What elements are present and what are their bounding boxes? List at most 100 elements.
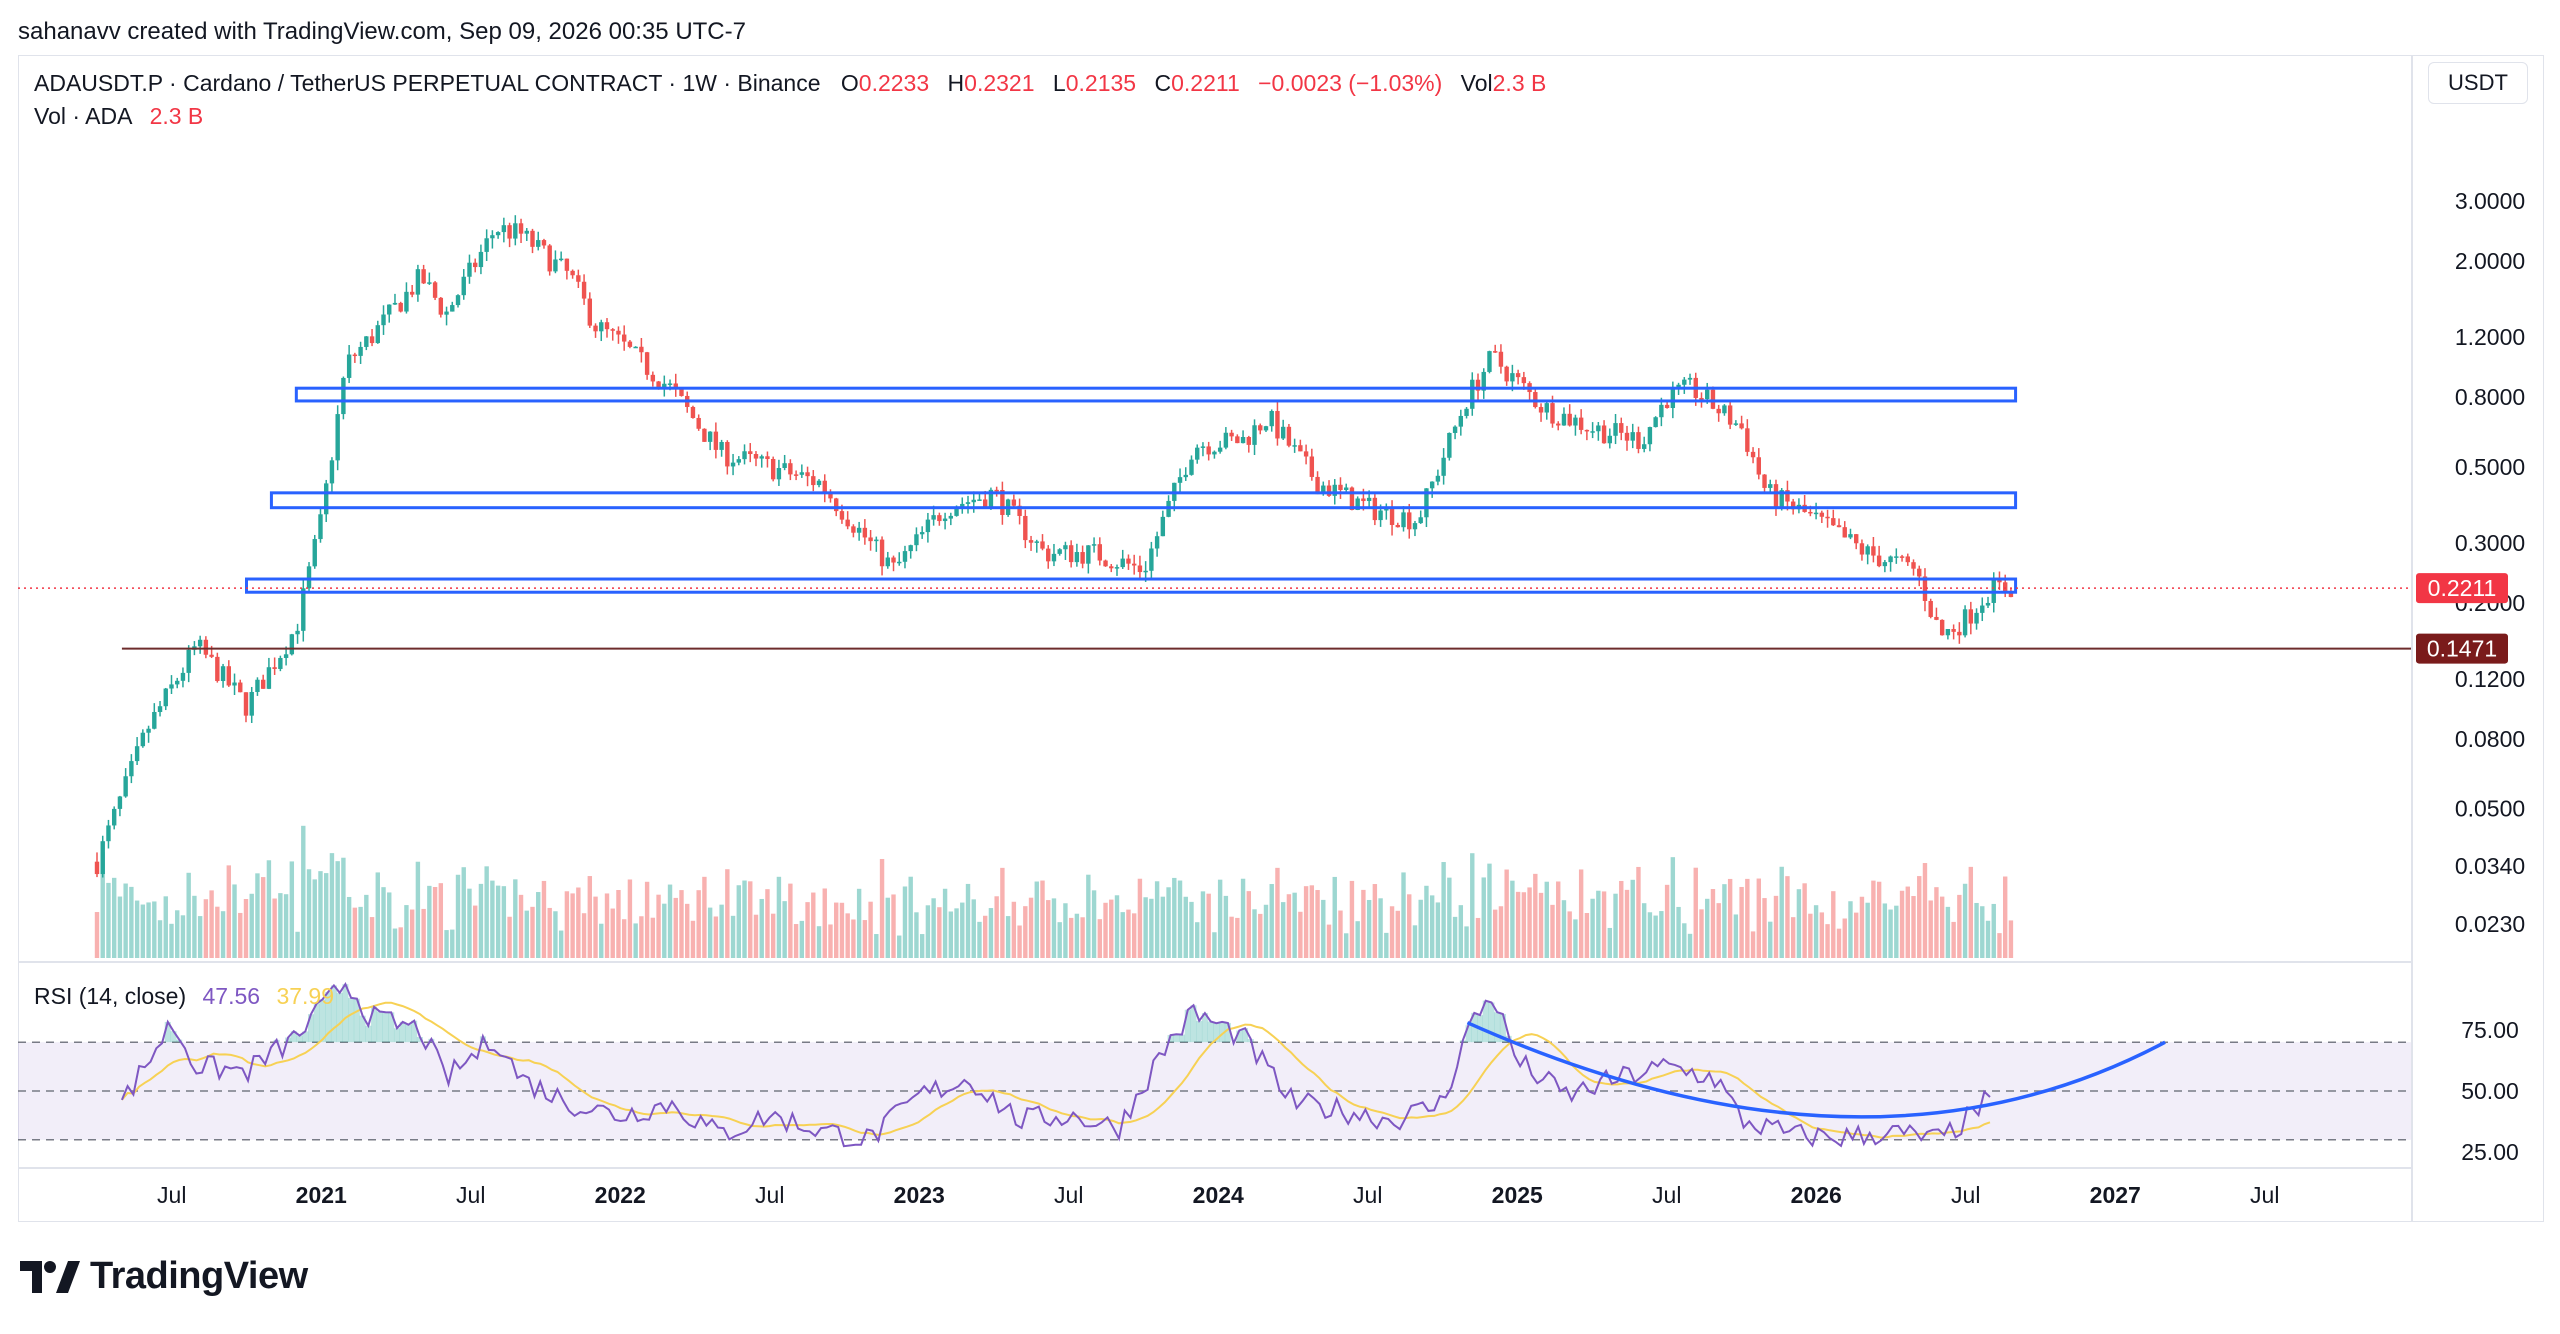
candle-body [937,515,942,522]
candle-body [834,498,839,512]
candle-body [1768,484,1773,488]
candle-body [1206,446,1211,455]
volume-bar [1154,881,1160,958]
rsi-overbought-fill [1184,1009,1191,1043]
rsi-label: RSI (14, close) [34,983,187,1009]
candle-body [289,634,295,655]
candle-body [765,456,770,459]
volume-bar [593,896,598,958]
candle-body [169,684,174,689]
candle-body [1000,489,1005,515]
volume-bar [971,899,976,958]
candle-body [1980,605,1985,613]
volume-bar [1452,916,1458,958]
volume-bar [364,894,369,958]
volume-bar [742,880,747,958]
rsi-header: RSI (14, close) 47.56 37.99 [34,983,334,1010]
rsi-overbought-fill [170,1031,177,1043]
volume-bar [1848,901,1853,958]
volume-bar [902,886,908,958]
volume-bar [1911,896,1916,958]
rsi-overbought-fill [302,1031,309,1043]
candle-body [1819,512,1825,517]
volume-bar [1745,878,1750,958]
volume-bar [799,920,805,958]
volume-bar [324,873,329,958]
volume-bar [1321,899,1326,958]
candle-body [862,527,868,538]
volume-bar [129,886,134,958]
volume-bar [776,876,782,958]
rsi-overbought-fill [336,992,343,1043]
currency-unit-button[interactable]: USDT [2428,62,2528,104]
candle-body [1091,544,1097,546]
volume-bar [215,906,220,958]
volume-bar [1240,878,1246,958]
volume-label: Vol · ADA [34,103,132,129]
candle-body [879,539,885,567]
candle-body [409,291,415,295]
volume-bar [639,916,644,958]
volume-bar [765,889,770,958]
candle-body [163,688,168,707]
volume-bar [524,910,529,958]
volume-bar [914,912,919,958]
candle-body [381,314,386,326]
volume-bar [1177,880,1183,958]
volume-bar [725,869,730,958]
rsi-overbought-fill [308,1014,315,1043]
candle-body [753,454,759,459]
candle-body [1842,527,1847,538]
volume-bar [266,860,272,958]
volume-bar [1407,894,1412,958]
volume-bar [490,880,495,958]
candle-body [1424,488,1429,518]
candle-body [421,269,426,284]
candle-body [1934,616,1939,620]
candle-body [1412,523,1418,530]
candle-body [1492,351,1498,353]
candle-body [1538,407,1544,413]
volume-bar [473,905,478,958]
candle-body [633,346,638,349]
candle-body [856,527,862,533]
candle-body [1389,506,1395,525]
volume-bar [1470,853,1475,958]
volume-bar [1429,895,1435,958]
volume-bar [1899,890,1905,958]
candle-body [971,499,976,503]
volume-bar [1143,897,1148,958]
time-tick-label: Jul [2250,1182,2279,1208]
candle-body [438,297,444,315]
candle-body [387,304,392,315]
volume-bar [621,919,627,958]
volume-bar [94,912,100,958]
volume-bar [1057,922,1062,958]
volume-bar [685,903,690,958]
volume-bar [518,894,524,958]
candle-body [272,667,277,669]
candle-body [1263,426,1269,431]
volume-bar [1114,895,1120,958]
volume-bar [1349,880,1355,958]
candle-body [1464,408,1469,416]
candle-body [484,238,489,252]
volume-bar [954,908,959,958]
high-value: 0.2321 [964,70,1035,96]
volume-bar [805,902,810,958]
symbol-header: ADAUSDT.P · Cardano / TetherUS PERPETUAL… [34,70,1546,97]
candle-body [220,666,226,682]
volume-bar [1533,873,1538,958]
candle-body [1407,512,1412,530]
volume-bar [1510,880,1515,958]
candle-body [593,325,598,332]
candle-body [1114,567,1120,569]
volume-bar [1596,890,1601,958]
time-tick-label: 2026 [1791,1182,1842,1208]
time-tick-label: 2022 [595,1182,646,1208]
candle-body [1590,431,1595,433]
candle-body [1659,404,1664,418]
candle-body [1521,377,1527,384]
tradingview-logo[interactable]: TradingView [20,1255,308,1298]
